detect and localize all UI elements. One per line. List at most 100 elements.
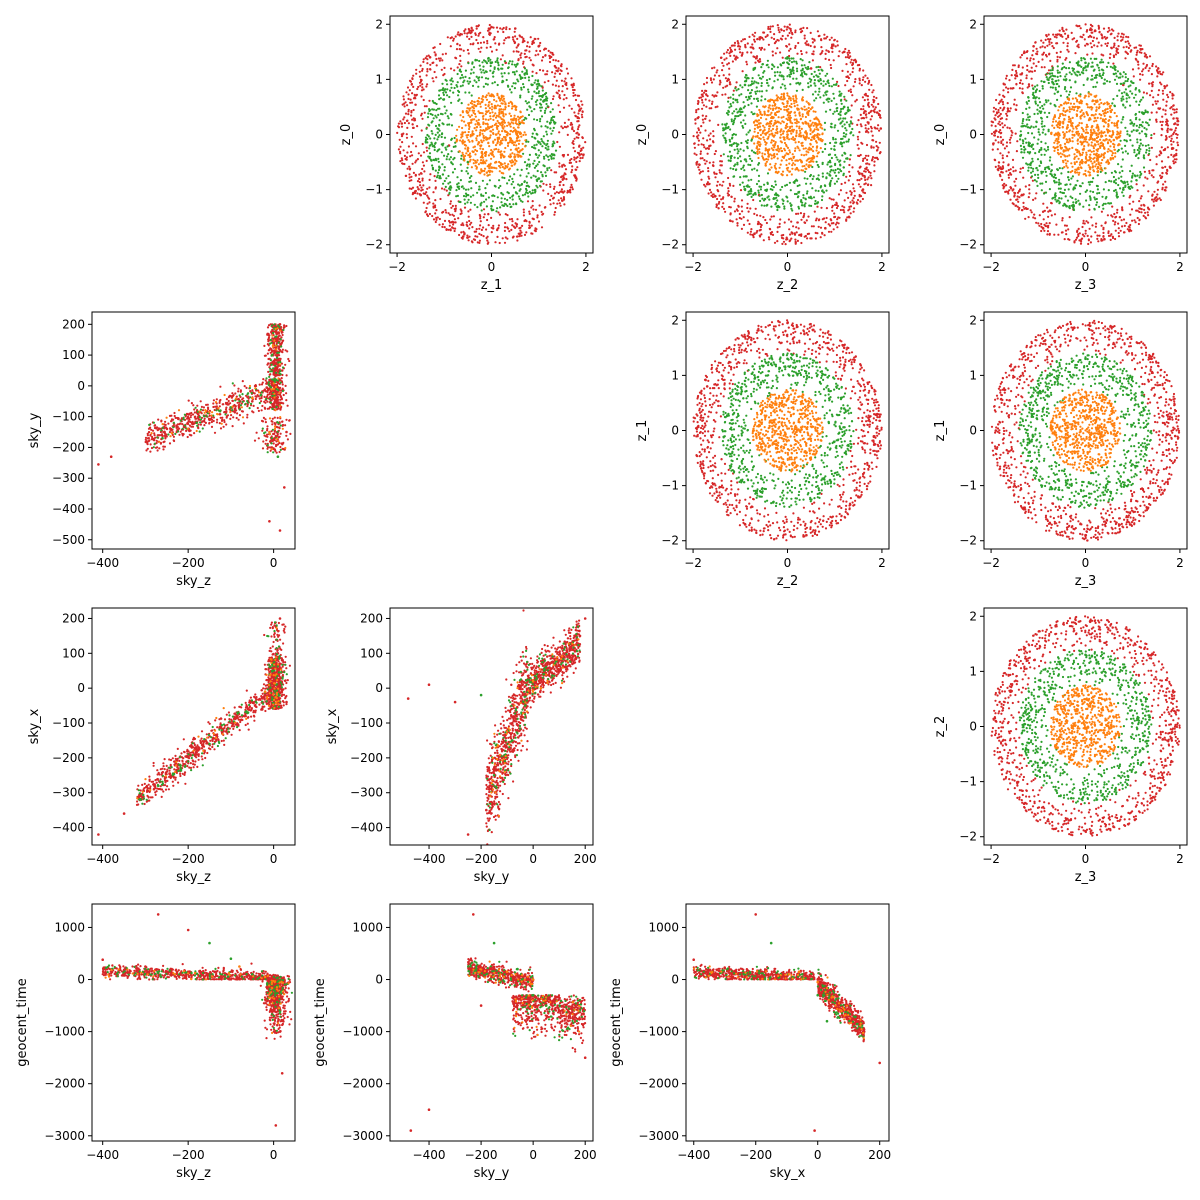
data-point [485,808,488,812]
data-point [427,1108,431,1111]
y-tick-label: −400 [52,821,85,835]
x-tick-label: 0 [814,1148,822,1162]
x-tick-label: 0 [1082,556,1090,570]
panel-sky_z-vs-sky_x: −400 −200 0 −400 −300 −200 −100 0 100 200 sky_z sky… [27,607,296,885]
y-tick-label: −1 [365,183,383,197]
data-point [692,958,695,961]
data-point [705,385,709,388]
data-point [490,204,493,208]
scatter-points [990,615,1181,837]
data-point [743,335,747,339]
data-point [857,495,860,498]
y-tick-label: −3000 [44,1129,85,1143]
x-tick-label: −200 [172,852,205,866]
data-point [786,321,789,325]
y-tick-label: −100 [52,716,85,730]
data-point [1126,478,1130,482]
data-point [276,1004,280,1007]
panel-sky_z-vs-geocent_time: −400 −200 0−3000−2000−100001000sky_zgeocen… [15,903,296,1181]
data-point [274,1124,278,1127]
data-point [577,133,581,136]
y-tick-label: −2 [959,238,977,252]
data-point [723,966,726,969]
y-tick-label: −1 [661,183,679,197]
y-tick-label: −1 [959,479,977,493]
data-point [769,941,773,945]
y-tick-label: 0 [671,424,679,438]
x-tick-label: −2 [982,556,1000,570]
data-point [1112,429,1116,432]
data-point [144,965,147,968]
data-point [1084,829,1087,833]
data-point [186,970,190,973]
x-tick-label: 200 [868,1148,891,1162]
data-point [1122,188,1125,191]
data-point [469,958,473,961]
x-tick-label: −2 [982,260,1000,274]
data-point [229,957,233,960]
data-point [246,707,250,711]
data-point [776,204,780,208]
y-tick-label: −1 [959,775,977,789]
axes-frame [91,311,296,550]
data-point [753,232,756,235]
data-point [1046,374,1049,377]
data-point [263,975,267,979]
data-point [1027,144,1031,147]
y-tick-label: 1000 [352,920,383,934]
data-point [842,407,846,410]
data-point [1084,653,1087,657]
data-point [1084,357,1087,361]
x-tick-label: −200 [172,1148,205,1162]
y-tick-label: 200 [62,317,85,331]
panel-z_3-vs-z_0: −2 0 2 −2 −1 0 1 2 z_3 z_0 [933,15,1188,293]
data-point [246,711,250,714]
data-point [1055,423,1059,427]
data-point [1140,401,1144,405]
y-axis-label: sky_y [27,412,42,448]
scatter-points [990,23,1180,246]
data-point [1084,533,1087,537]
data-point [1022,648,1026,651]
data-point [754,913,757,916]
x-tick-label: 0 [270,852,278,866]
x-tick-label: 0 [784,260,792,274]
y-tick-label: −2000 [342,1077,383,1091]
data-point [419,193,423,197]
data-point [705,182,709,186]
x-axis-label: sky_z [176,870,211,885]
data-point [767,155,770,158]
x-axis-label: z_2 [777,574,799,589]
panel-z_2-vs-z_0: −2 0 2 −2 −1 0 1 2 z_2 z_0 [635,15,890,293]
data-point [1145,56,1149,59]
y-axis-label: z_0 [933,124,948,146]
data-point [531,679,535,683]
data-point [878,1061,881,1065]
data-point [1070,796,1073,800]
y-tick-label: −2 [661,534,679,548]
data-point [518,116,522,120]
y-tick-label: 0 [969,424,977,438]
x-tick-label: −2 [982,852,1000,866]
x-tick-label: −400 [413,1148,446,1162]
data-point [1027,741,1031,745]
x-tick-label: 2 [1176,260,1184,274]
data-point [1093,116,1097,120]
data-point [542,672,545,676]
data-point [400,122,404,125]
y-tick-label: −1000 [44,1025,85,1039]
scatter-points [97,617,291,836]
data-point [1173,122,1177,125]
y-tick-label: −100 [52,410,85,424]
data-point [156,784,160,788]
y-tick-label: 0 [77,379,85,393]
data-point [757,122,761,125]
data-point [816,980,819,984]
data-point [208,941,211,945]
data-point [842,346,846,350]
data-point [1173,725,1177,728]
x-tick-label: 2 [1176,556,1184,570]
data-point [814,429,818,432]
scatter-points [692,913,881,1132]
data-point [861,188,865,191]
